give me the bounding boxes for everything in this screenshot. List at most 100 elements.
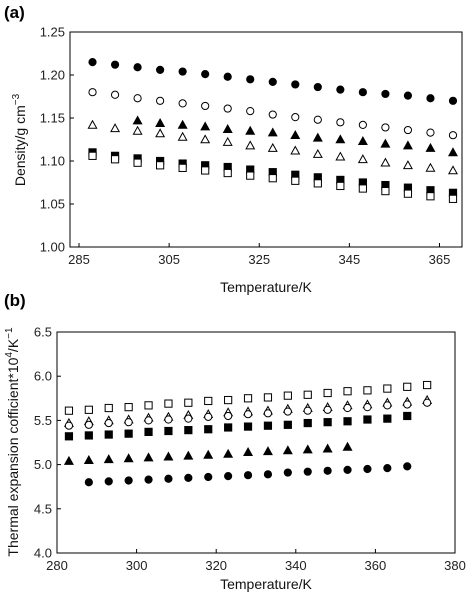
- panel-b-point-filled-triangle: [183, 450, 194, 460]
- panel-a-ylabel-exponent: −3: [11, 93, 22, 105]
- panel-b-ylabel: Thermal expansion cofficient*104/K−1: [4, 327, 21, 557]
- panel-a-point-open-triangle: [110, 123, 121, 133]
- panel-a-point-open-triangle: [132, 125, 143, 135]
- panel-a-xtick-label: 285: [68, 252, 90, 267]
- panel-b-xlabel: Temperature/K: [220, 576, 312, 592]
- panel-b-point-filled-circle: [243, 471, 253, 480]
- panel-b-point-filled-square: [144, 427, 153, 436]
- panel-b-point-filled-triangle: [302, 444, 313, 454]
- panel-a-point-filled-circle: [246, 75, 255, 84]
- panel-b-point-open-circle: [64, 421, 74, 430]
- panel-b-point-open-square: [204, 396, 213, 406]
- panel-b-point-open-square: [164, 399, 173, 408]
- panel-b-point-open-circle: [124, 418, 133, 427]
- panel-a-point-open-circle: [246, 107, 255, 116]
- panel-a-point-open-circle: [313, 115, 322, 124]
- panel-b-point-filled-triangle: [83, 455, 94, 464]
- panel-b-frame: [56, 331, 456, 554]
- panel-b-point-filled-triangle: [262, 446, 273, 456]
- panel-b-point-open-square: [104, 403, 113, 413]
- panel-b-xtick-label: 360: [365, 558, 387, 573]
- panel-b-point-filled-triangle: [322, 443, 333, 453]
- panel-b-point-filled-circle: [343, 465, 352, 475]
- panel-a-point-filled-triangle: [380, 138, 391, 148]
- panel-a-ylabel: Density/g cm−3: [11, 93, 28, 186]
- panel-b-xtick-label: 320: [205, 558, 227, 573]
- panel-b-ylabel-unit: /K: [5, 338, 21, 352]
- panel-a-point-open-triangle: [312, 148, 323, 158]
- panel-b-label: (b): [4, 291, 26, 310]
- panel-b-point-filled-triangle: [243, 447, 254, 457]
- panel-b-point-filled-square: [124, 429, 133, 438]
- panel-a-point-filled-circle: [201, 70, 210, 79]
- panel-a-point-open-circle: [110, 90, 120, 99]
- panel-b-point-filled-triangle: [342, 441, 353, 451]
- panel-a-ytick-label: 1.15: [40, 111, 65, 126]
- panel-b-point-open-circle: [343, 403, 352, 413]
- panel-b-xtick-label: 280: [46, 558, 68, 573]
- panel-a-point-open-square: [426, 192, 435, 201]
- panel-b-point-filled-square: [104, 430, 113, 439]
- panel-b-point-open-circle: [283, 407, 292, 416]
- panel-b-point-open-circle: [224, 411, 233, 421]
- panel-a-ytick-label: 1.10: [40, 154, 65, 169]
- panel-a-point-filled-triangle: [335, 134, 346, 144]
- panel-b-point-open-square: [243, 394, 253, 403]
- panel-a-point-open-square: [268, 174, 277, 183]
- panel-a-point-filled-triangle: [177, 119, 188, 129]
- panel-a-point-open-triangle: [447, 165, 458, 175]
- panel-a-point-open-circle: [403, 125, 413, 135]
- panel-b-point-filled-square: [403, 411, 412, 421]
- panel-b-point-filled-circle: [383, 464, 392, 473]
- panel-b-point-filled-square: [263, 421, 273, 430]
- panel-b-point-filled-square: [283, 420, 292, 429]
- panel-a-point-open-triangle: [200, 134, 211, 144]
- panel-a-point-filled-circle: [156, 65, 165, 74]
- panel-a-point-filled-circle: [88, 58, 97, 67]
- panel-a-point-open-square: [313, 179, 322, 188]
- panel-b-ytick-label: 6.5: [34, 325, 52, 340]
- panel-a-point-open-square: [403, 189, 413, 198]
- panel-b-points: [63, 380, 433, 487]
- panel-a-point-open-circle: [268, 110, 277, 119]
- panel-b-point-open-circle: [323, 405, 332, 414]
- panel-a-point-open-square: [88, 151, 97, 160]
- panel-b-point-filled-square: [363, 415, 372, 424]
- panel-a-point-open-circle: [156, 96, 165, 105]
- panel-b-point-open-circle: [204, 412, 213, 421]
- panel-b-point-open-square: [144, 401, 153, 410]
- panel-b-point-open-circle: [243, 410, 253, 419]
- panel-b-point-open-circle: [263, 409, 273, 418]
- panel-a-point-open-square: [110, 155, 120, 164]
- panel-b-point-filled-triangle: [123, 453, 134, 463]
- panel-a-point-filled-circle: [336, 85, 345, 94]
- panel-a-ticks: 285 305 325 345 365 1.00 1.05 1.10 1.15 1.20 1.25: [40, 25, 451, 268]
- panel-b-point-filled-triangle: [203, 449, 214, 459]
- panel-b-point-open-square: [184, 398, 193, 407]
- panel-b-point-filled-circle: [204, 472, 213, 482]
- panel-a-point-filled-triangle: [290, 130, 301, 140]
- panel-a-point-open-circle: [178, 99, 187, 108]
- panel-b-point-filled-square: [224, 423, 233, 432]
- panel-b-point-open-square: [84, 405, 93, 414]
- panel-b-ylabel-exponent-mid: 4: [4, 352, 15, 358]
- panel-b-point-open-circle: [184, 414, 193, 423]
- panel-b-point-open-square: [124, 403, 133, 412]
- panel-a-point-open-triangle: [267, 142, 278, 152]
- panel-b-point-filled-circle: [164, 474, 173, 483]
- panel-b: (b) 280 300 320 340 360 380 4.0 4.5 5.0 5.5 6.0 6.5…: [4, 291, 466, 592]
- panel-b-xtick-label: 380: [444, 558, 466, 573]
- panel-a-point-filled-circle: [178, 67, 187, 76]
- panel-b-point-open-circle: [144, 416, 153, 425]
- panel-a-xtick-label: 305: [158, 252, 180, 267]
- panel-a-point-open-square: [358, 184, 367, 193]
- panel-a-point-open-circle: [291, 113, 300, 122]
- panel-a-ytick-label: 1.05: [40, 197, 65, 212]
- panel-b-point-filled-triangle: [282, 445, 293, 455]
- panel-b-point-open-circle: [164, 415, 173, 424]
- panel-a-point-open-square: [201, 166, 210, 175]
- panel-b-point-filled-triangle: [63, 455, 74, 465]
- panel-a-point-open-triangle: [290, 145, 301, 155]
- panel-b-point-filled-square: [243, 422, 253, 431]
